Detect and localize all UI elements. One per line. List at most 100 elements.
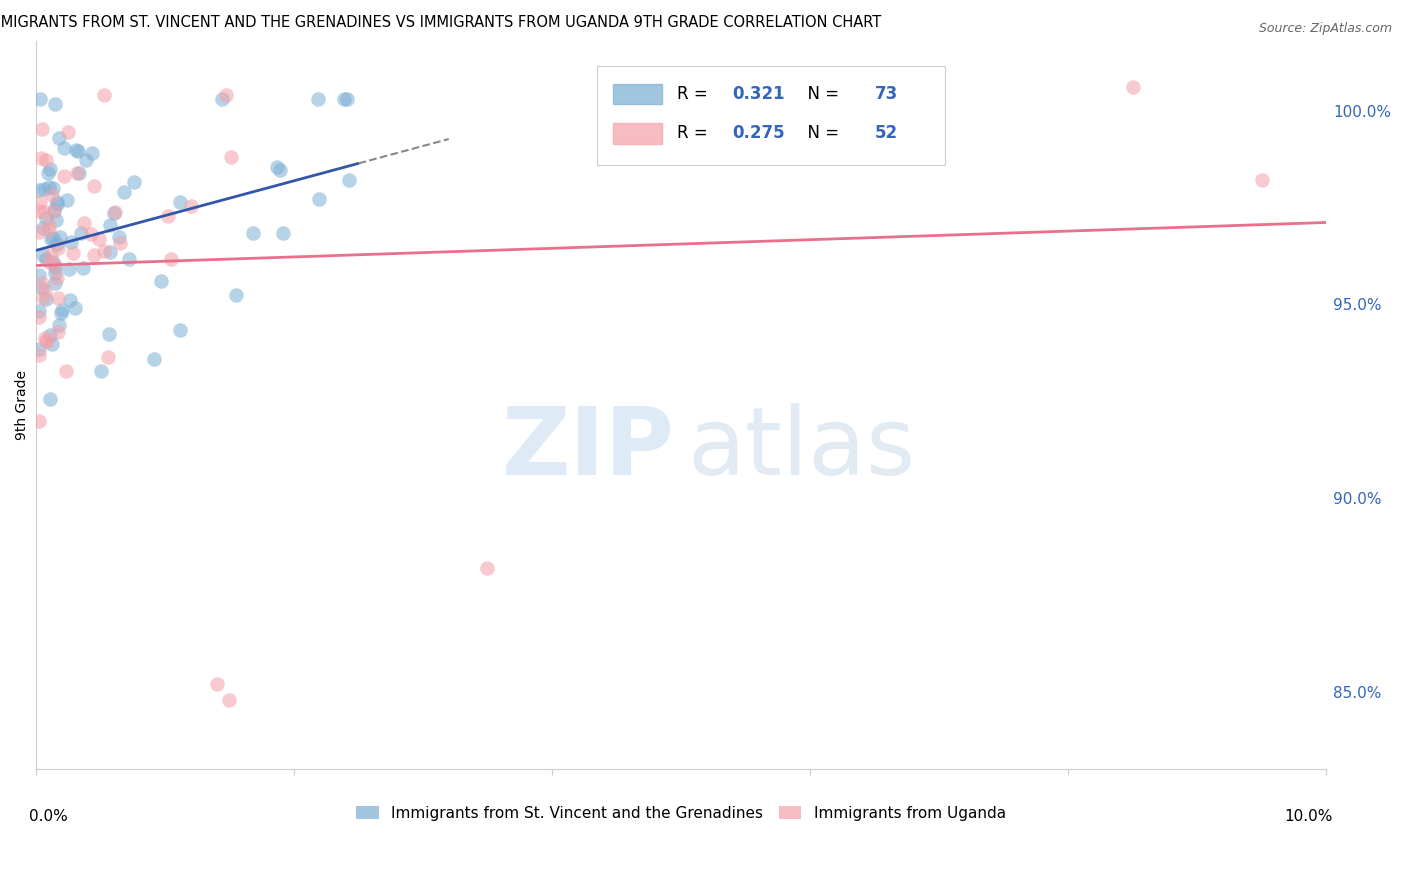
Text: R =: R = (678, 124, 713, 143)
Point (82, 145, 104, 160)
Point (59, 293, 82, 308)
Point (218, 692, 240, 706)
Point (83, 248, 105, 262)
Y-axis label: 9th Grade: 9th Grade (15, 370, 30, 440)
Point (27, 183, 49, 197)
Point (118, 252, 141, 267)
Point (93, 88, 115, 103)
Point (157, 209, 180, 223)
Point (27, 225, 49, 239)
Point (98, 327, 121, 342)
Point (34, 205, 56, 219)
Bar (613, 84, 662, 104)
Point (27, 304, 49, 318)
Point (30, 92, 52, 106)
Point (35, 334, 58, 348)
Point (45, 271, 67, 285)
Point (169, 194, 191, 209)
Point (44, 258, 66, 272)
Point (98, 219, 121, 233)
Point (39, 162, 62, 177)
Text: IMMIGRANTS FROM ST. VINCENT AND THE GRENADINES VS IMMIGRANTS FROM UGANDA 9TH GRA: IMMIGRANTS FROM ST. VINCENT AND THE GREN… (0, 15, 882, 30)
Text: atlas: atlas (688, 403, 915, 495)
Point (46, 325, 69, 339)
Point (124, 175, 146, 189)
Point (66, 166, 89, 180)
Point (51, 302, 73, 317)
Point (60, 235, 83, 250)
Point (205, 677, 228, 691)
Point (143, 351, 166, 366)
Point (308, 192, 330, 206)
Point (83, 179, 105, 194)
Point (38, 179, 60, 194)
Point (35, 293, 58, 307)
Point (66, 145, 89, 159)
Point (32, 221, 55, 235)
Point (70, 227, 93, 241)
Text: 73: 73 (875, 85, 898, 103)
Point (169, 322, 191, 336)
Point (266, 160, 288, 174)
Point (34, 331, 56, 345)
Point (35, 334, 58, 348)
Point (55, 364, 77, 378)
Text: 0.275: 0.275 (733, 124, 785, 143)
Point (41, 337, 63, 351)
Point (44, 266, 66, 280)
Text: N =: N = (797, 124, 845, 143)
Point (67, 166, 90, 180)
Point (65, 301, 87, 315)
Point (307, 92, 329, 106)
Point (31, 291, 53, 305)
Point (49, 230, 72, 244)
Text: Source: ZipAtlas.com: Source: ZipAtlas.com (1258, 22, 1392, 36)
Text: 10.0%: 10.0% (1284, 809, 1333, 824)
Point (62, 245, 84, 260)
Point (32, 181, 55, 195)
Point (38, 223, 60, 237)
Point (41, 188, 63, 202)
Point (39, 328, 62, 343)
Point (150, 274, 173, 288)
Point (42, 231, 65, 245)
Point (211, 92, 233, 106)
Point (336, 92, 359, 106)
Text: 0.0%: 0.0% (30, 809, 69, 824)
Legend: Immigrants from St. Vincent and the Grenadines, Immigrants from Uganda: Immigrants from St. Vincent and the Gren… (350, 800, 1012, 827)
Point (30, 151, 52, 165)
Point (112, 186, 135, 200)
Text: 0.321: 0.321 (733, 85, 785, 103)
Point (273, 227, 295, 241)
Point (46, 197, 69, 211)
Point (97, 350, 120, 364)
Point (45, 213, 67, 227)
Point (28, 348, 51, 362)
Point (108, 236, 131, 251)
Point (42, 255, 65, 269)
Point (90, 364, 112, 378)
Point (48, 318, 70, 332)
Point (31, 122, 53, 136)
FancyBboxPatch shape (598, 66, 945, 165)
Point (27, 268, 49, 282)
Point (225, 287, 247, 301)
Point (339, 173, 361, 187)
Point (31, 276, 53, 290)
Point (56, 193, 79, 207)
Point (65, 143, 87, 157)
Point (34, 284, 56, 298)
Point (39, 248, 62, 262)
Point (219, 150, 242, 164)
Point (477, 561, 499, 575)
Point (27, 414, 49, 428)
Point (48, 241, 70, 255)
Point (73, 216, 96, 230)
Text: N =: N = (797, 85, 845, 103)
Point (46, 291, 69, 305)
Point (32, 248, 55, 262)
Point (31, 281, 53, 295)
Point (39, 392, 62, 407)
Point (56, 125, 79, 139)
Text: R =: R = (678, 85, 713, 103)
